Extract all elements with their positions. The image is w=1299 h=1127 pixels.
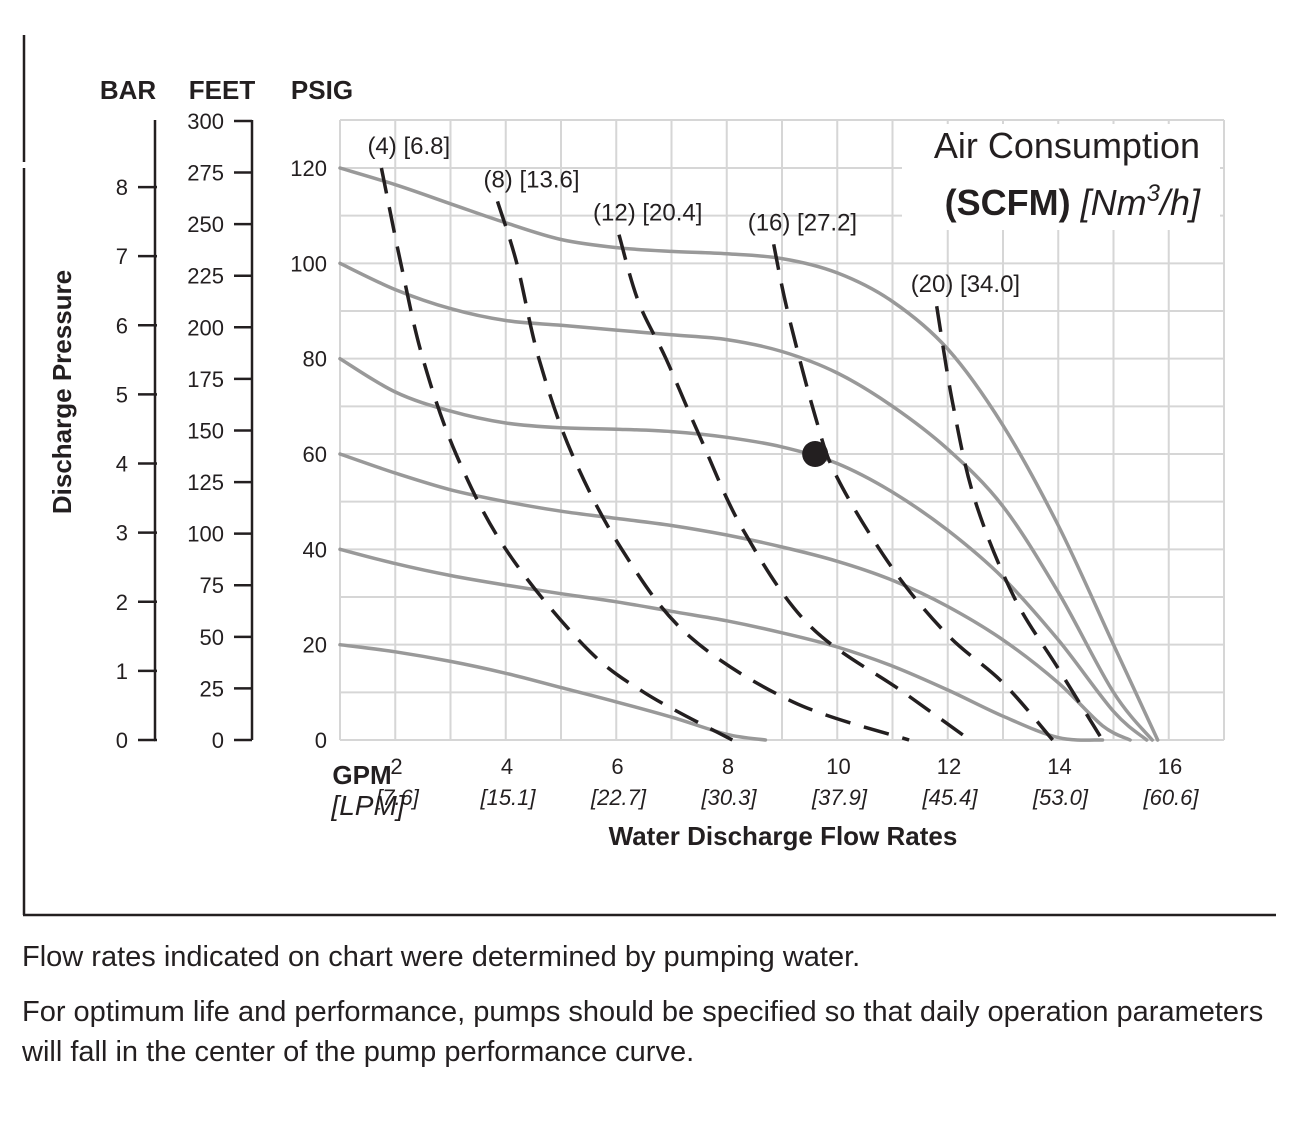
grid [339, 119, 1225, 741]
air-curve-8-scfm [495, 200, 910, 742]
x-tick-lpm-label: [15.1] [479, 785, 536, 810]
feet-tick-label: 200 [187, 315, 224, 340]
air-curve-label-8-scfm: (8) [13.6] [483, 166, 579, 193]
psig-tick-label: 0 [315, 728, 327, 753]
air-title-backdrop [902, 124, 1220, 230]
air-consumption-curves: (4) [6.8] (8) [13.6] (12) [20.4] (16) [27.2… [367, 133, 1104, 742]
feet-tick-label: 100 [187, 522, 224, 547]
air-curve-12-scfm [617, 234, 971, 742]
psig-tick-label: 120 [290, 156, 327, 181]
feet-tick-label: 250 [187, 212, 224, 237]
x-tick-gpm-label: 12 [937, 754, 961, 779]
air-units-nm-pre: [Nm [1080, 182, 1147, 223]
feet-tick-label: 25 [200, 676, 224, 701]
psig-tick-label: 100 [290, 251, 327, 276]
air-curve-label-16-scfm: (16) [27.2] [748, 209, 857, 236]
x-units-gpm: GPM [332, 760, 391, 790]
x-tick-gpm-label: 10 [826, 754, 850, 779]
air-consumption-title: Air Consumption [934, 125, 1200, 166]
x-tick-lpm-label: [45.4] [921, 785, 978, 810]
x-tick-lpm-label: [30.3] [700, 785, 757, 810]
x-tick-gpm-label: 4 [501, 754, 513, 779]
psig-tick-label: 40 [303, 537, 327, 562]
bar-tick-label: 5 [116, 382, 128, 407]
pressure-curves [338, 166, 1160, 742]
bar-tick-label: 7 [116, 244, 128, 269]
operating-point-marker [802, 441, 829, 467]
psig-axis-title: PSIG [291, 75, 353, 105]
footnote-flow-rates: Flow rates indicated on chart were deter… [22, 941, 861, 973]
x-axis-title: Water Discharge Flow Rates [609, 821, 958, 851]
pressure-curve-60-psig [338, 452, 1132, 742]
feet-tick-label: 175 [187, 367, 224, 392]
feet-tick-label: 125 [187, 470, 224, 495]
psig-tick-label: 60 [303, 442, 327, 467]
bar-tick-label: 6 [116, 313, 128, 338]
feet-tick-label: 0 [212, 728, 224, 753]
axes: 0123456780255075100125150175200225250275… [116, 109, 1200, 810]
x-tick-lpm-label: [53.0] [1032, 785, 1089, 810]
feet-tick-label: 300 [187, 109, 224, 134]
x-tick-lpm-label: [37.9] [811, 785, 868, 810]
psig-tick-label: 80 [303, 347, 327, 372]
bar-axis-title: BAR [100, 75, 157, 105]
x-tick-gpm-label: 6 [611, 754, 623, 779]
feet-tick-label: 150 [187, 418, 224, 443]
bar-tick-label: 1 [116, 659, 128, 684]
performance-chart: (4) [6.8] (8) [13.6] (12) [20.4] (16) [27.2… [22, 35, 1276, 917]
bar-tick-label: 8 [116, 175, 128, 200]
x-tick-gpm-label: 8 [722, 754, 734, 779]
air-curve-label-4-scfm: (4) [6.8] [367, 133, 450, 160]
air-curve-label-12-scfm: (12) [20.4] [593, 200, 702, 227]
x-units-lpm: [LPM] [330, 790, 405, 821]
air-curve-16-scfm [771, 243, 1055, 742]
bar-tick-label: 2 [116, 590, 128, 615]
pressure-curve-40-psig [338, 547, 1105, 742]
bar-tick-label: 3 [116, 521, 128, 546]
feet-tick-label: 225 [187, 264, 224, 289]
pressure-curve-80-psig [338, 356, 1149, 742]
air-units-scfm: (SCFM) [945, 182, 1071, 223]
x-tick-gpm-label: 14 [1047, 754, 1071, 779]
air-units-nm-post: /h] [1157, 182, 1201, 223]
x-tick-lpm-label: [60.6] [1142, 785, 1199, 810]
feet-axis-title: FEET [189, 75, 256, 105]
feet-tick-label: 50 [200, 625, 224, 650]
x-tick-lpm-label: [7.6] [375, 785, 420, 810]
feet-tick-label: 75 [200, 573, 224, 598]
pressure-curve-120-psig [338, 166, 1160, 742]
feet-tick-label: 275 [187, 161, 224, 186]
air-units-sup: 3 [1147, 180, 1161, 207]
bar-tick-label: 4 [116, 452, 128, 477]
air-consumption-units: (SCFM) [Nm3/h] [945, 180, 1201, 223]
air-curve-20-scfm [934, 305, 1104, 741]
psig-tick-label: 20 [303, 633, 327, 658]
x-tick-lpm-label: [22.7] [590, 785, 647, 810]
air-curve-label-20-scfm: (20) [34.0] [911, 271, 1020, 298]
footnote-optimum-life: For optimum life and performance, pumps … [22, 996, 1264, 1068]
bar-tick-label: 0 [116, 728, 128, 753]
y-axis-title: Discharge Pressure [47, 270, 77, 514]
x-tick-gpm-label: 16 [1158, 754, 1182, 779]
x-tick-gpm-label: 2 [390, 754, 402, 779]
pressure-curve-100-psig [338, 261, 1154, 742]
